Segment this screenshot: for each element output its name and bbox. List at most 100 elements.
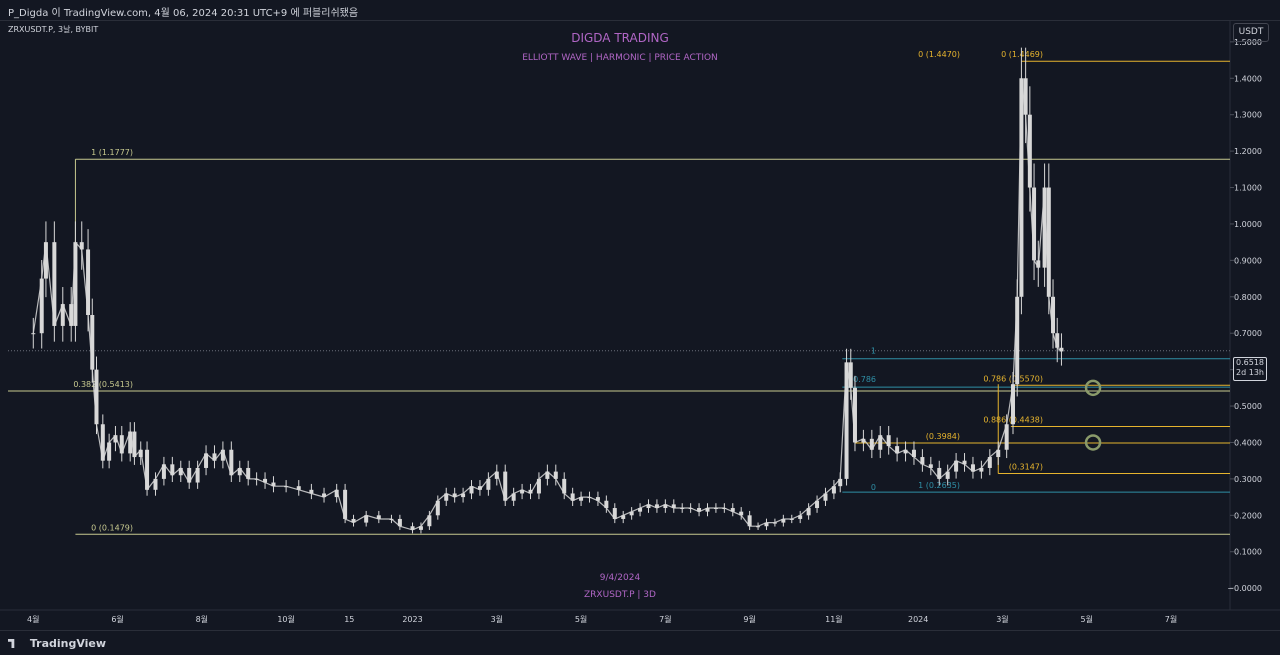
candle-body	[1004, 424, 1009, 450]
candle-body	[469, 486, 474, 494]
y-tick-label: 1.1000	[1234, 184, 1262, 193]
candle-body	[878, 435, 883, 450]
candle-body	[170, 464, 175, 476]
fib-level-label: (0.3984)	[926, 432, 960, 441]
candle-body	[844, 362, 849, 479]
x-tick-label: 3월	[491, 614, 503, 624]
candle-body	[161, 464, 166, 479]
candle-body	[246, 467, 251, 479]
candle-body	[886, 435, 891, 447]
x-tick-label: 10월	[277, 614, 295, 624]
candle-body	[579, 497, 584, 501]
candle-body	[663, 504, 668, 509]
candle-body	[113, 435, 118, 443]
candle-body	[1015, 296, 1020, 385]
candle-body	[545, 471, 550, 479]
candle-body	[86, 249, 91, 315]
y-tick-label: −0.0000	[1227, 584, 1262, 593]
time-axis[interactable]: 4월 6월 8월 10월 15 2023 3월 5월 7월 9월 11월 2024 3월 5월 7월	[27, 614, 1177, 624]
candle-body	[945, 471, 950, 479]
grid	[0, 20, 1280, 611]
candle-body	[1051, 296, 1056, 334]
candle-body	[271, 482, 276, 487]
candle-body	[646, 504, 651, 509]
candle-body	[713, 508, 718, 510]
target-circle	[1084, 434, 1102, 451]
candle-body	[69, 304, 74, 326]
y-tick-label: 0.4000	[1234, 438, 1262, 447]
price-axis[interactable]: 1.5000 1.4000 1.3000 1.2000 1.1000 1.0000 0.90…	[1227, 38, 1262, 593]
bar-countdown: 2d 13h	[1236, 368, 1264, 377]
fib-level-label: 0 (1.4469)	[1001, 50, 1043, 59]
candle-body	[604, 500, 609, 509]
fib-levels: 1 (1.1777) 0.382 (0.5413) 0 (0.1479) 0 (1.4…	[8, 50, 1230, 535]
candle-body	[1023, 78, 1028, 115]
candle-body	[220, 449, 225, 461]
y-tick-label: 1.3000	[1234, 111, 1262, 120]
candle-body	[806, 508, 811, 516]
bottom-bar: TradingView	[0, 630, 1280, 655]
candle-body	[296, 486, 301, 490]
candle-body	[831, 486, 836, 494]
watermark-date: 9/4/2024	[600, 573, 641, 583]
candle-body	[1027, 114, 1032, 188]
candle-body	[187, 467, 192, 483]
candle-body	[43, 242, 48, 279]
candle-body	[772, 522, 777, 524]
x-tick-label: 3월	[996, 614, 1008, 624]
candle-body	[920, 457, 925, 465]
candle-body	[987, 457, 992, 468]
candle-body	[730, 508, 735, 512]
publish-title: P_Digda 이 TradingView.com, 4월 06, 2024 2…	[8, 8, 359, 19]
candle-body	[494, 471, 499, 479]
x-tick-label: 5월	[1081, 614, 1093, 624]
candle-body	[848, 362, 853, 388]
candle-body	[52, 242, 57, 326]
candle-body	[756, 526, 761, 528]
candle-body	[680, 508, 685, 510]
candle-body	[444, 493, 449, 501]
x-tick-label: 4월	[27, 614, 39, 624]
watermark-subtitle: ELLIOTT WAVE | HARMONIC | PRICE ACTION	[522, 53, 718, 63]
target-circle	[1084, 379, 1102, 397]
candle-body	[937, 467, 942, 479]
candle-body	[671, 504, 676, 509]
x-tick-label: 7월	[659, 614, 671, 624]
candle-body	[128, 431, 133, 454]
candle-body	[153, 478, 158, 490]
candle-body	[334, 489, 339, 498]
candle-body	[511, 493, 516, 501]
candle-body	[73, 242, 78, 326]
candle-body	[520, 489, 525, 494]
price-chart[interactable]: DIGDA TRADING ELLIOTT WAVE | HARMONIC | P…	[0, 20, 1280, 630]
currency-button[interactable]: USDT	[1233, 23, 1269, 42]
fib-level-label: 0 (1.4470)	[918, 50, 960, 59]
current-price-value: 0.6518	[1236, 358, 1264, 367]
candle-body	[263, 478, 268, 483]
fib-level-label: (0.3147)	[1009, 463, 1043, 472]
tradingview-logo[interactable]: TradingView	[8, 637, 106, 650]
candle-body	[789, 518, 794, 520]
y-tick-label: 1.5000	[1234, 38, 1262, 47]
y-tick-label: 0.8000	[1234, 293, 1262, 302]
candle-body	[869, 438, 874, 450]
x-tick-label: 6월	[111, 614, 123, 624]
candle-body	[100, 424, 105, 461]
candle-body	[553, 471, 558, 479]
candle-body	[452, 493, 457, 498]
candle-body	[343, 489, 348, 519]
tradingview-brand: TradingView	[29, 637, 107, 650]
candle-body	[688, 508, 693, 510]
candle-body	[389, 518, 394, 520]
fib-level-label: 0 (0.1479)	[91, 523, 133, 532]
fib-level-label: 1	[871, 347, 876, 356]
x-tick-label: 5월	[575, 614, 587, 624]
tradingview-logo-icon	[8, 639, 15, 648]
candle-body	[212, 453, 217, 461]
candle-body	[229, 449, 234, 476]
candle-body	[979, 467, 984, 472]
x-tick-label: 2024	[908, 615, 928, 624]
y-tick-label: 0.1000	[1234, 548, 1262, 557]
watermark: DIGDA TRADING ELLIOTT WAVE | HARMONIC | P…	[522, 31, 718, 600]
candle-body	[838, 478, 843, 487]
